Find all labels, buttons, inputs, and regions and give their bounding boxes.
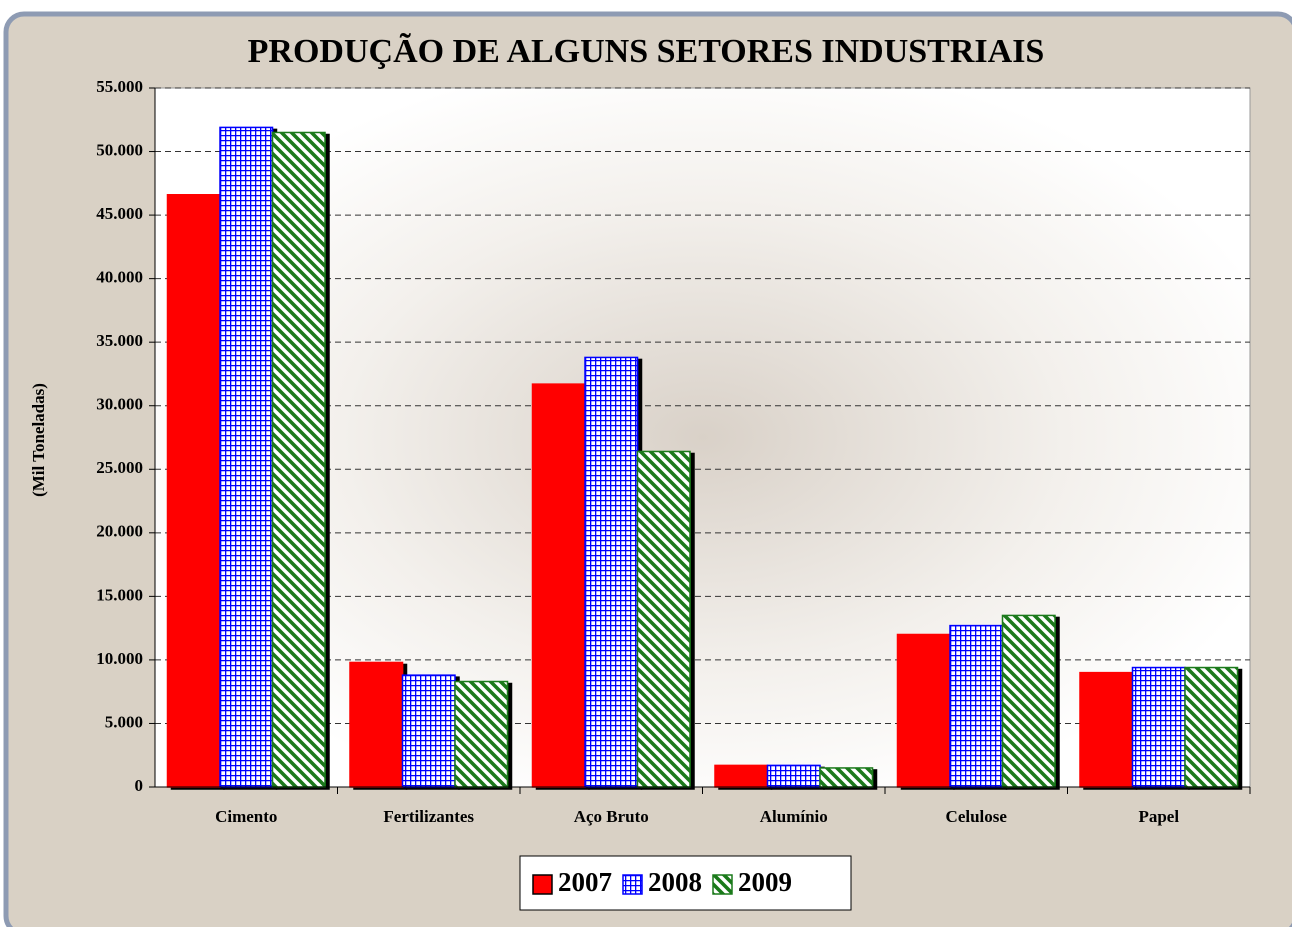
bar [349,661,404,788]
bar [896,633,951,788]
x-tick-label: Alumínio [760,807,828,826]
bar [1079,671,1134,788]
y-tick-label: 25.000 [96,458,143,477]
y-tick-label: 15.000 [96,585,143,604]
y-tick-label: 35.000 [96,331,143,350]
y-tick-label: 30.000 [96,395,143,414]
y-axis-label: (Mil Toneladas) [29,383,48,497]
x-tick-label: Celulose [946,807,1008,826]
bar [766,764,821,788]
bar [219,126,274,788]
bar [1001,614,1056,788]
y-tick-label: 20.000 [96,522,143,541]
x-tick-label: Papel [1138,807,1179,826]
bar [949,624,1004,788]
legend-swatch [622,874,643,895]
bar [1131,666,1186,788]
bar [636,450,691,788]
y-tick-label: 50.000 [96,140,143,159]
chart-title: PRODUÇÃO DE ALGUNS SETORES INDUSTRIAIS [248,33,1045,70]
legend-swatch [532,874,553,895]
legend-label: 2007 [558,867,612,897]
y-tick-label: 40.000 [96,268,143,287]
legend-label: 2009 [738,867,792,897]
x-tick-label: Fertilizantes [383,807,474,826]
bar [714,764,769,788]
bar [819,767,874,788]
legend-label: 2008 [648,867,702,897]
bar [454,680,509,788]
bar [271,131,326,788]
bar [401,674,456,788]
y-tick-label: 0 [135,776,144,795]
bar [166,194,221,788]
bar [584,356,639,788]
x-tick-label: Cimento [215,807,277,826]
bar [1184,666,1239,788]
y-tick-label: 10.000 [96,649,143,668]
legend-swatch [712,874,733,895]
y-tick-label: 45.000 [96,204,143,223]
plot-area [154,87,1251,788]
legend [519,855,852,911]
y-tick-label: 5.000 [105,712,143,731]
bar [531,383,586,788]
x-tick-label: Aço Bruto [574,807,649,826]
y-tick-label: 55.000 [96,77,143,96]
